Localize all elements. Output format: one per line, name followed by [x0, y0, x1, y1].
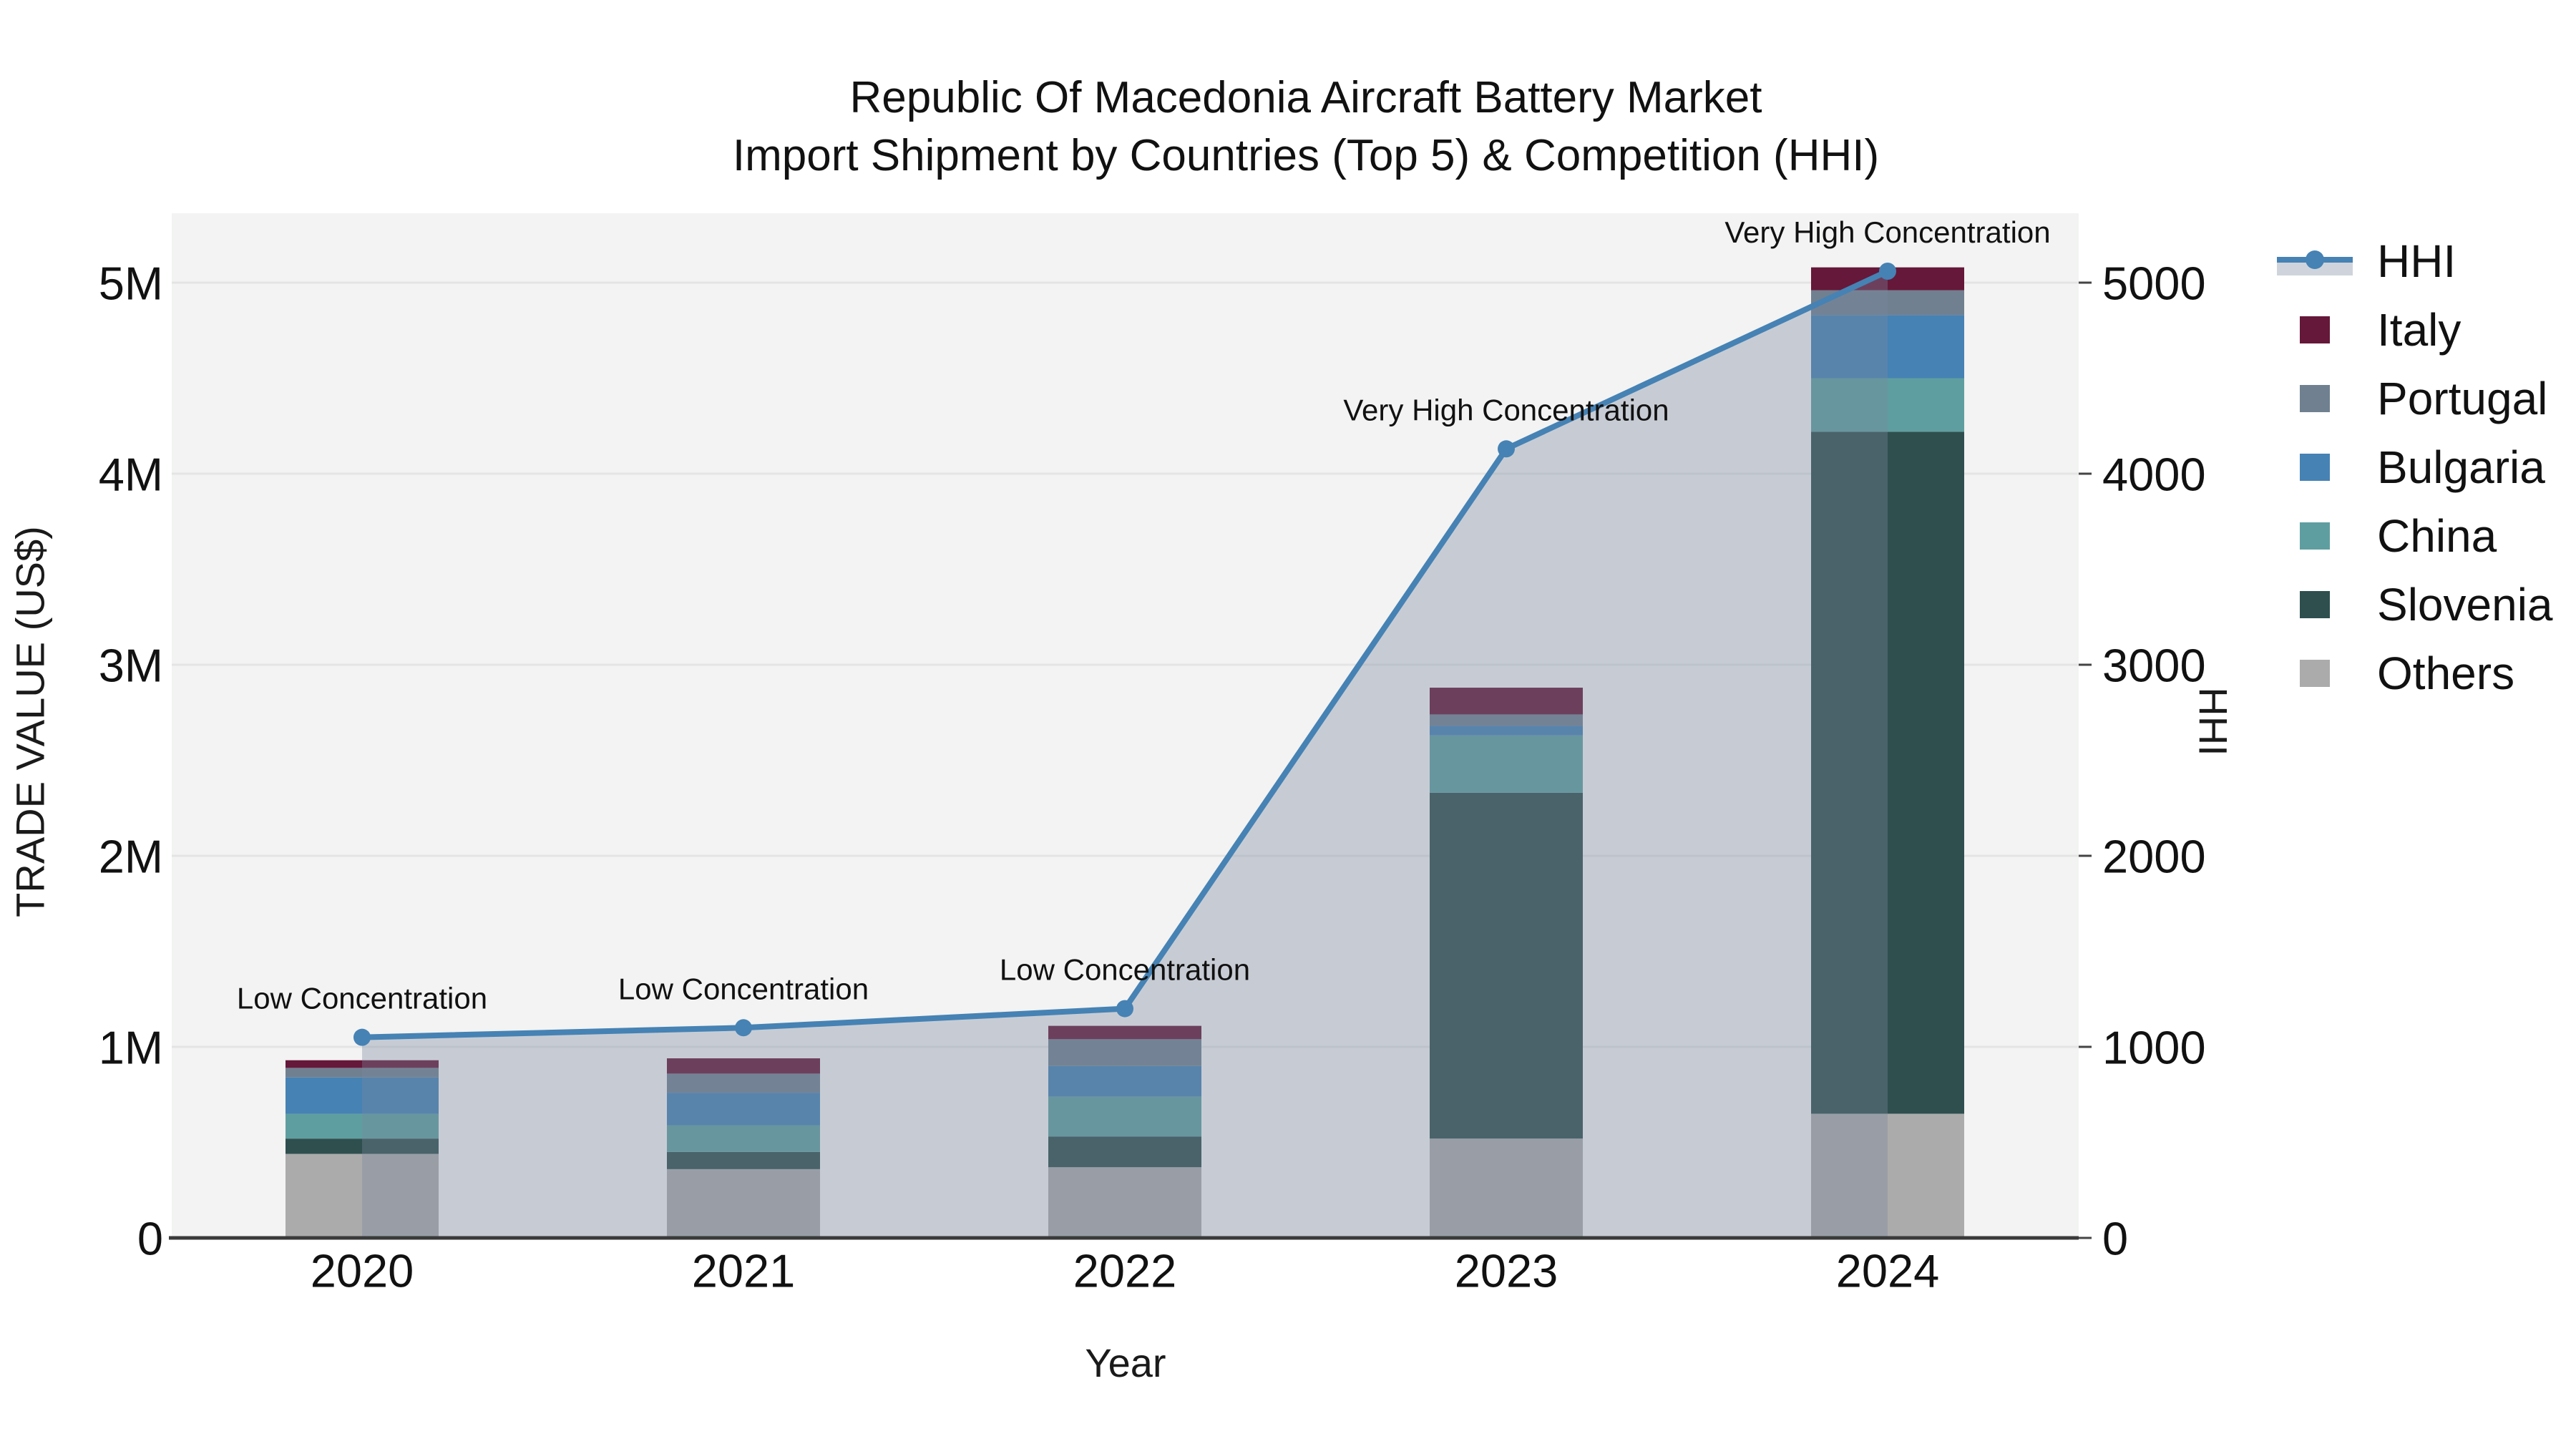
- y-left-tick-0: 0: [137, 1213, 163, 1265]
- annotation-2021: Low Concentration: [618, 972, 869, 1005]
- chart-title: Republic Of Macedonia Aircraft Battery M…: [36, 69, 2576, 185]
- y-right-tick-5000: 5000: [2102, 258, 2206, 310]
- annotation-2022: Low Concentration: [1000, 953, 1250, 987]
- legend-swatch-slovenia: [2275, 591, 2354, 618]
- hhi-point-2020[interactable]: [353, 1028, 371, 1046]
- bar-segment-portugal-2020[interactable]: [286, 1068, 439, 1078]
- legend-swatch-portugal: [2275, 385, 2354, 412]
- bar-segment-bulgaria-2023[interactable]: [1430, 726, 1583, 736]
- bar-segment-portugal-2023[interactable]: [1430, 714, 1583, 726]
- bar-segment-others-2023[interactable]: [1430, 1138, 1583, 1238]
- legend-item-portugal[interactable]: Portugal: [2275, 364, 2553, 433]
- y-right-tick-4000: 4000: [2102, 449, 2206, 501]
- bar-segment-italy-2021[interactable]: [667, 1058, 820, 1074]
- y-axis-right-title: HHI: [2190, 687, 2236, 756]
- legend-label: Portugal: [2377, 373, 2548, 424]
- legend-swatch-color: [2300, 385, 2330, 412]
- y-right-tick-2000: 2000: [2102, 831, 2206, 883]
- y-left-tick-4M: 4M: [99, 449, 163, 501]
- bar-segment-slovenia-2024[interactable]: [1811, 431, 1964, 1114]
- bar-segment-others-2021[interactable]: [667, 1169, 820, 1238]
- legend-item-hhi[interactable]: HHI: [2275, 227, 2553, 296]
- legend: HHI Italy Portugal Bulgaria China Slovenia Oth…: [2275, 227, 2553, 708]
- legend-swatch-italy: [2275, 316, 2354, 343]
- x-tick-2024[interactable]: 2024: [1836, 1245, 1940, 1297]
- chart-title-line1: Republic Of Macedonia Aircraft Battery M…: [849, 73, 1762, 122]
- bar-segment-china-2024[interactable]: [1811, 378, 1964, 432]
- y-left-tick-5M: 5M: [99, 258, 163, 310]
- x-tick-2020[interactable]: 2020: [311, 1245, 414, 1297]
- bar-segment-bulgaria-2024[interactable]: [1811, 315, 1964, 379]
- legend-item-others[interactable]: Others: [2275, 639, 2553, 708]
- y-left-tick-1M: 1M: [99, 1022, 163, 1074]
- bar-segment-bulgaria-2020[interactable]: [286, 1077, 439, 1114]
- legend-swatch-color: [2300, 522, 2330, 550]
- legend-label: Others: [2377, 648, 2515, 699]
- bar-segment-china-2021[interactable]: [667, 1125, 820, 1152]
- bar-segment-others-2020[interactable]: [286, 1153, 439, 1238]
- bar-segment-others-2022[interactable]: [1048, 1167, 1201, 1238]
- bar-segment-china-2023[interactable]: [1430, 735, 1583, 793]
- bar-segment-italy-2022[interactable]: [1048, 1025, 1201, 1040]
- hhi-point-2022[interactable]: [1116, 1000, 1133, 1018]
- x-axis-title: Year: [1085, 1340, 1166, 1385]
- hhi-point-2021[interactable]: [735, 1019, 752, 1037]
- bar-segment-italy-2023[interactable]: [1430, 688, 1583, 715]
- legend-swatch-color: [2300, 316, 2330, 343]
- bar-segment-slovenia-2023[interactable]: [1430, 792, 1583, 1139]
- legend-label: HHI: [2377, 235, 2457, 287]
- x-tick-2021[interactable]: 2021: [692, 1245, 796, 1297]
- legend-item-italy[interactable]: Italy: [2275, 296, 2553, 364]
- annotation-2023: Very High Concentration: [1343, 393, 1669, 426]
- legend-label: Slovenia: [2377, 579, 2553, 630]
- annotation-2020: Low Concentration: [237, 982, 487, 1015]
- legend-swatch-china: [2275, 522, 2354, 550]
- legend-swatch-others: [2275, 660, 2354, 687]
- bar-segment-china-2020[interactable]: [286, 1113, 439, 1139]
- y-right-tick-3000: 3000: [2102, 640, 2206, 692]
- legend-swatch-color: [2300, 660, 2330, 687]
- x-tick-2023[interactable]: 2023: [1455, 1245, 1558, 1297]
- legend-item-bulgaria[interactable]: Bulgaria: [2275, 433, 2553, 502]
- legend-item-slovenia[interactable]: Slovenia: [2275, 570, 2553, 639]
- legend-swatch-bulgaria: [2275, 454, 2354, 481]
- hhi-area-fill: [362, 270, 1888, 1239]
- bar-segment-italy-2020[interactable]: [286, 1060, 439, 1068]
- y-left-tick-2M: 2M: [99, 831, 163, 883]
- bar-segment-portugal-2022[interactable]: [1048, 1039, 1201, 1066]
- legend-label: China: [2377, 510, 2497, 562]
- bar-segment-slovenia-2021[interactable]: [667, 1151, 820, 1169]
- legend-item-china[interactable]: China: [2275, 502, 2553, 570]
- y-axis-left-title: TRADE VALUE (US$): [7, 526, 53, 917]
- bar-segment-others-2024[interactable]: [1811, 1113, 1964, 1238]
- bar-segment-china-2022[interactable]: [1048, 1096, 1201, 1137]
- hhi-point-2024[interactable]: [1879, 262, 1896, 280]
- y-right-tick-1000: 1000: [2102, 1022, 2206, 1074]
- legend-swatch-color: [2300, 454, 2330, 481]
- bar-segment-bulgaria-2021[interactable]: [667, 1093, 820, 1126]
- annotation-2024: Very High Concentration: [1724, 215, 2050, 249]
- y-left-tick-3M: 3M: [99, 640, 163, 692]
- legend-label: Italy: [2377, 304, 2462, 356]
- hhi-line-sample-icon: [2275, 238, 2354, 284]
- chart-title-line2: Import Shipment by Countries (Top 5) & C…: [732, 131, 1880, 180]
- legend-swatch-color: [2300, 591, 2330, 618]
- y-right-tick-0: 0: [2102, 1213, 2128, 1265]
- hhi-point-2023[interactable]: [1498, 440, 1515, 458]
- bar-segment-slovenia-2020[interactable]: [286, 1138, 439, 1154]
- x-tick-2022[interactable]: 2022: [1073, 1245, 1177, 1297]
- bar-segment-slovenia-2022[interactable]: [1048, 1136, 1201, 1168]
- legend-label: Bulgaria: [2377, 441, 2545, 493]
- bar-segment-portugal-2021[interactable]: [667, 1073, 820, 1093]
- bar-segment-bulgaria-2022[interactable]: [1048, 1065, 1201, 1097]
